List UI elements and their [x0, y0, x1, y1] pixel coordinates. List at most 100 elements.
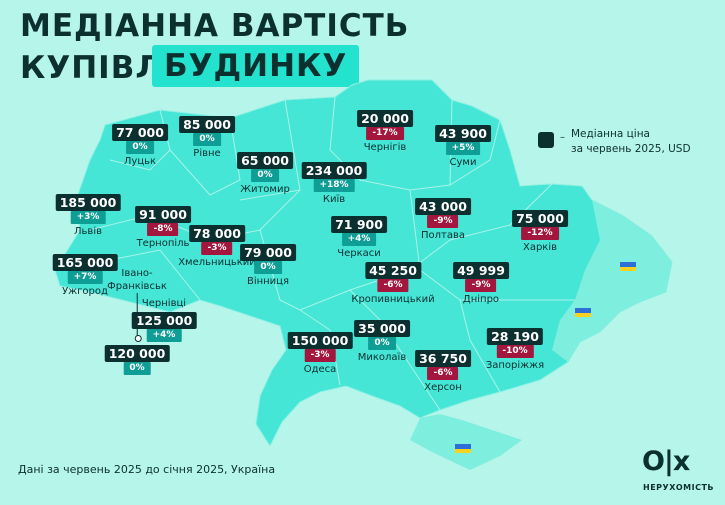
region-change-badge: -10% — [496, 345, 534, 358]
legend-swatch — [538, 132, 554, 148]
region-label: 234 000 +18% Київ — [301, 162, 367, 206]
region-label: 43 000 -9% Полтава — [415, 198, 471, 242]
brand-label: НЕРУХОМІСТЬ — [643, 483, 715, 492]
region-price: 43 000 — [415, 198, 471, 215]
region-price: 71 900 — [331, 216, 387, 233]
region-price: 234 000 — [301, 162, 367, 179]
region-price: 150 000 — [287, 332, 353, 349]
map-crimea — [410, 414, 522, 470]
region-change-badge: -17% — [366, 127, 404, 140]
region-name: Суми — [449, 157, 477, 168]
ukraine-flag-icon — [575, 308, 591, 317]
region-name: Дніпро — [462, 294, 500, 305]
region-price: 185 000 — [55, 194, 121, 211]
region-price: 85 000 — [179, 116, 235, 133]
title-highlight: БУДИНКУ — [152, 45, 360, 87]
region-price: 65 000 — [237, 152, 293, 169]
region-label: 28 190 -10% Запоріжжя — [486, 328, 544, 372]
region-label: Івано- ФранківськІвано- Франківськ 120 0000… — [104, 266, 170, 375]
region-label: 43 900 +5% Суми — [435, 125, 491, 169]
region-price: 91 000 — [135, 206, 191, 223]
region-change-badge: +18% — [313, 179, 355, 192]
legend: – Медіанна ціна за червень 2025, USD — [538, 127, 691, 157]
region-name: Львів — [74, 226, 102, 237]
region-price: 75 000 — [512, 210, 568, 227]
title-line-2: КУПІВЛІ — [20, 50, 175, 86]
olx-logo: O|x — [642, 446, 690, 477]
region-label: 79 000 0% Вінниця — [240, 244, 296, 288]
region-price: 28 190 — [487, 328, 543, 345]
region-change-badge: -6% — [427, 367, 459, 380]
region-price: 78 000 — [189, 225, 245, 242]
region-name-line: Івано- — [121, 268, 153, 279]
region-name: Чернівці — [141, 298, 187, 309]
region-label: 78 000 -3% Хмельницький — [178, 225, 256, 269]
legend-text-line-2: за червень 2025, USD — [571, 143, 691, 155]
region-name: Ужгород — [62, 286, 108, 297]
region-name: Київ — [322, 194, 346, 205]
region-label: 36 750 -6% Херсон — [415, 350, 471, 394]
region-change-badge: 0% — [193, 133, 221, 146]
region-name: Луцьк — [123, 156, 157, 167]
region-change-badge: +5% — [445, 142, 481, 155]
region-name: Миколаїв — [357, 352, 407, 363]
region-label: 91 000 -8% Тернопіль — [135, 206, 191, 250]
region-label: Чернівці 125 000 +4% — [131, 296, 197, 342]
region-label: 20 000 -17% Чернігів — [357, 110, 413, 154]
region-change-badge: -3% — [304, 349, 336, 362]
region-name: Чернігів — [363, 142, 407, 153]
region-name-display: Івано- Франківськ — [107, 267, 167, 293]
region-change-badge: -9% — [427, 215, 459, 228]
region-label: 77 000 0% Луцьк — [112, 124, 168, 168]
region-change-badge: +4% — [341, 233, 377, 246]
title-line-1: МЕДІАННА ВАРТІСТЬ — [20, 8, 410, 44]
ukraine-flag-icon — [455, 444, 471, 453]
legend-text-line-1: Медіанна ціна — [571, 128, 650, 140]
region-name: Запоріжжя — [485, 360, 545, 371]
region-name: Рівне — [193, 148, 221, 159]
region-label: 185 000 +3% Львів — [55, 194, 121, 238]
region-price: 35 000 — [354, 320, 410, 337]
region-change-badge: 0% — [368, 337, 396, 350]
region-label: 45 250 -6% Кропивницький — [351, 262, 435, 306]
region-change-badge: -8% — [147, 223, 179, 236]
region-price: 165 000 — [52, 254, 118, 271]
legend-text: Медіанна ціна за червень 2025, USD — [571, 127, 691, 157]
region-label: 85 000 0% Рівне — [179, 116, 235, 160]
connector-line — [134, 293, 142, 342]
map-occupied-east — [552, 200, 672, 362]
region-name: Черкаси — [337, 248, 381, 259]
region-change-badge: -9% — [465, 279, 497, 292]
region-name: Тернопіль — [136, 238, 190, 249]
region-label: 71 900 +4% Черкаси — [331, 216, 387, 260]
region-price: 36 750 — [415, 350, 471, 367]
region-change-badge: 0% — [126, 141, 154, 154]
ukraine-flag-icon — [620, 262, 636, 271]
region-change-badge: +4% — [146, 329, 182, 342]
region-change-badge: 0% — [251, 169, 279, 182]
region-name: Житомир — [240, 184, 290, 195]
region-label: 65 000 0% Житомир — [237, 152, 293, 196]
region-change-badge: +7% — [67, 271, 103, 284]
legend-dash: – — [560, 132, 565, 143]
region-name: Вінниця — [246, 276, 290, 287]
region-price: 49 999 — [453, 262, 509, 279]
region-name: Харків — [522, 242, 558, 253]
region-price: 79 000 — [240, 244, 296, 261]
region-change-badge: 0% — [254, 261, 282, 274]
region-price: 125 000 — [131, 312, 197, 329]
region-price: 20 000 — [357, 110, 413, 127]
region-label: 150 000 -3% Одеса — [287, 332, 353, 376]
region-change-badge: -3% — [201, 242, 233, 255]
region-price: 43 900 — [435, 125, 491, 142]
region-price: 77 000 — [112, 124, 168, 141]
region-name: Кропивницький — [351, 294, 435, 305]
region-label: 35 000 0% Миколаїв — [354, 320, 410, 364]
region-name: Одеса — [303, 364, 337, 375]
region-label: 75 000 -12% Харків — [512, 210, 568, 254]
region-change-badge: +3% — [70, 211, 106, 224]
region-price: 45 250 — [365, 262, 421, 279]
region-label: 165 000 +7% Ужгород — [52, 254, 118, 298]
region-change-badge: -12% — [521, 227, 559, 240]
footer-note: Дані за червень 2025 до січня 2025, Укра… — [18, 463, 276, 476]
